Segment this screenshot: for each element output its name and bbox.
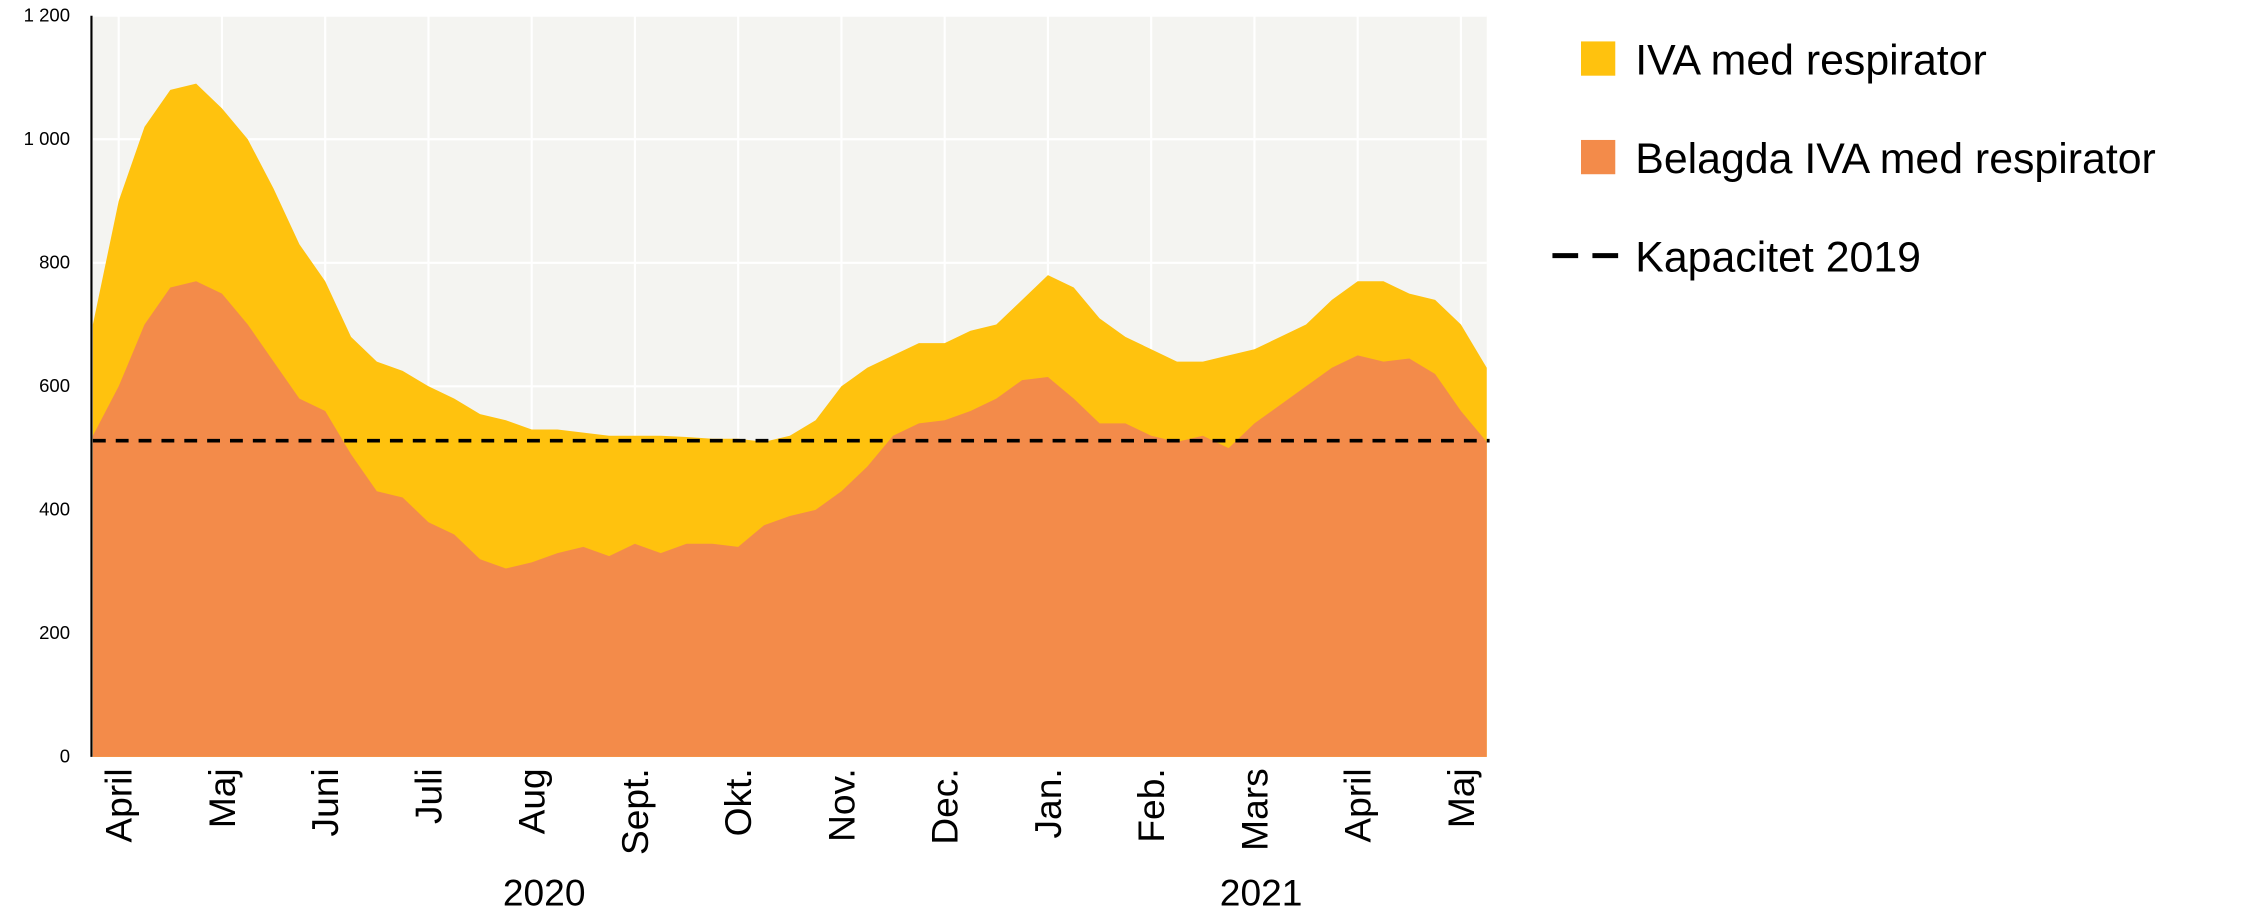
x-tick-label: Jan. [1027,768,1069,838]
x-tick-label: April [1337,768,1379,842]
x-tick-label: Dec. [924,768,966,844]
x-tick-label: Sept. [614,768,656,855]
legend-swatch [1581,41,1616,76]
y-tick-label: 400 [39,499,70,520]
y-tick-label: 1 000 [24,128,70,149]
area [92,281,1487,757]
x-tick-label: Nov. [820,768,862,842]
x-tick-label: Maj [1440,768,1482,828]
legend-label: IVA med respirator [1635,36,1987,84]
x-tick-label: Okt. [717,768,759,836]
year-label: 2020 [503,871,586,913]
x-tick-label: Juni [304,768,346,836]
y-tick-label: 600 [39,375,70,396]
y-tick-label: 800 [39,251,70,272]
x-tick-label: Mars [1233,768,1275,851]
x-tick-label: Aug [511,768,553,834]
legend-label: Belagda IVA med respirator [1635,135,2156,183]
x-tick-label: Feb. [1130,768,1172,842]
legend-swatch [1581,139,1616,175]
y-tick-label: 0 [60,746,70,767]
y-tick-label: 1 200 [24,4,70,25]
x-tick-label: April [98,768,140,842]
x-tick-label: Maj [201,768,243,828]
y-tick-label: 200 [39,622,70,643]
year-label: 2021 [1220,871,1303,913]
x-tick-label: Juli [407,768,449,824]
legend-label: Kapacitet 2019 [1635,233,1921,281]
